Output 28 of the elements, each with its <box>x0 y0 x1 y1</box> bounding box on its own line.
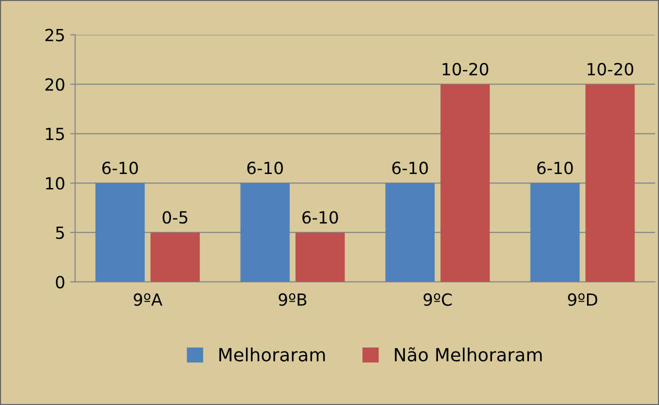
data-label: 6-10 <box>302 211 338 224</box>
bar <box>295 232 345 282</box>
data-label: 0-5 <box>162 211 188 224</box>
data-label: 6-10 <box>537 162 573 174</box>
bar <box>585 84 635 282</box>
bar <box>150 232 200 282</box>
legend-label: Melhoraram <box>219 348 325 362</box>
bar <box>95 183 145 282</box>
y-tick-label: 0 <box>56 276 64 288</box>
data-label: 10-20 <box>442 62 488 76</box>
data-label: 6-10 <box>102 162 138 174</box>
bar <box>440 84 490 282</box>
data-label: 10-20 <box>588 62 634 76</box>
y-tick-label: 10 <box>46 177 64 190</box>
x-tick-label: 9ºC <box>424 293 452 306</box>
legend-label: Não Melhoraram <box>394 347 542 362</box>
data-label: 6-10 <box>247 162 283 174</box>
bar <box>530 183 580 282</box>
y-tick-label: 20 <box>45 78 64 91</box>
data-label: 6-10 <box>392 162 428 174</box>
bar <box>240 183 290 282</box>
x-tick-label: 9ºA <box>134 293 162 306</box>
x-tick-label: 9ºB <box>278 293 306 306</box>
x-tick-label: 9ºD <box>568 293 598 306</box>
y-tick-label: 25 <box>45 28 64 42</box>
bar <box>385 183 435 282</box>
y-tick-label: 15 <box>46 128 64 140</box>
y-tick-label: 5 <box>56 226 64 240</box>
